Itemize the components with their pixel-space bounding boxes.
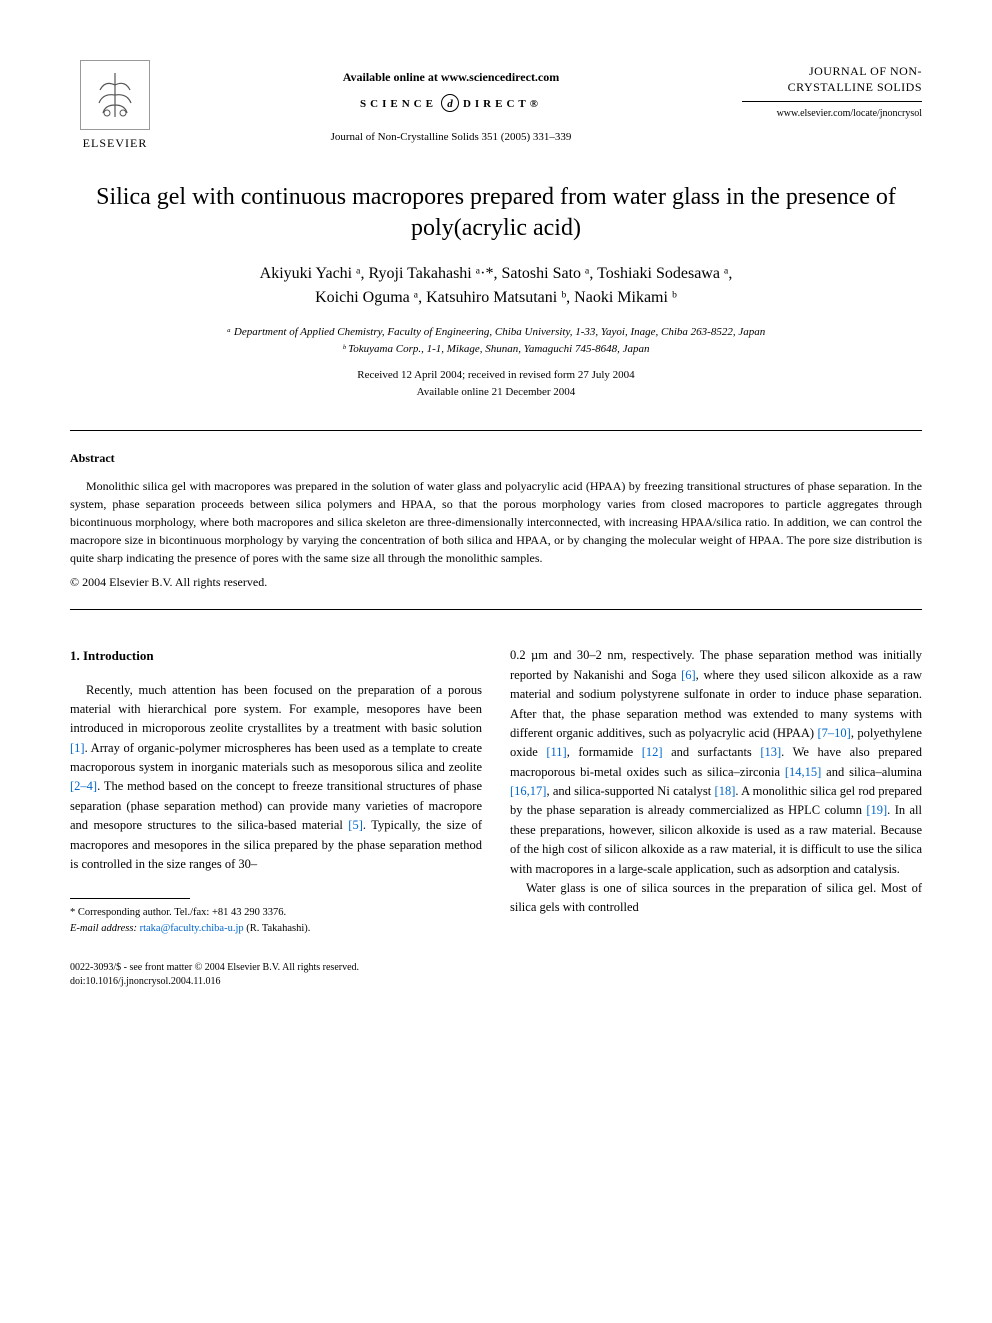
email-suffix: (R. Takahashi). [246,923,310,934]
reference-link[interactable]: [19] [866,803,887,817]
email-line: E-mail address: rtaka@faculty.chiba-u.jp… [70,921,482,937]
affiliation-a: ᵃ Department of Applied Chemistry, Facul… [227,326,765,338]
science-direct-logo: SCIENCE d DIRECT® [360,94,542,113]
article-title: Silica gel with continuous macropores pr… [70,182,922,244]
affiliation-b: ᵇ Tokuyama Corp., 1-1, Mikage, Shunan, Y… [342,343,649,355]
available-online-text: Available online at www.sciencedirect.co… [343,68,560,86]
abstract-body: Monolithic silica gel with macropores wa… [70,477,922,567]
reference-link[interactable]: [6] [681,668,696,682]
footnote-rule [70,898,190,899]
elsevier-tree-icon [80,60,150,130]
reference-link[interactable]: [16,17] [510,784,546,798]
section-heading-intro: 1. Introduction [70,646,482,666]
header-center: Available online at www.sciencedirect.co… [160,60,742,145]
publisher-label: ELSEVIER [83,134,148,152]
footer-block: 0022-3093/$ - see front matter © 2004 El… [70,961,922,989]
footnote-block: * Corresponding author. Tel./fax: +81 43… [70,905,482,937]
issn-line: 0022-3093/$ - see front matter © 2004 El… [70,961,922,975]
email-address[interactable]: rtaka@faculty.chiba-u.jp [140,923,244,934]
sd-circle-icon: d [441,94,459,112]
intro-paragraph-2: Water glass is one of silica sources in … [510,879,922,918]
sd-post: DIRECT® [463,98,542,110]
intro-paragraph-1: Recently, much attention has been focuse… [70,681,482,875]
journal-name: JOURNAL OF NON-CRYSTALLINE SOLIDS [742,64,922,102]
reference-link[interactable]: [14,15] [785,765,821,779]
email-label: E-mail address: [70,923,137,934]
abstract-top-rule [70,430,922,431]
authors-line-2: Koichi Oguma ᵃ, Katsuhiro Matsutani ᵇ, N… [315,289,677,306]
reference-link[interactable]: [12] [642,745,663,759]
sd-pre: SCIENCE [360,98,437,110]
dates-block: Received 12 April 2004; received in revi… [70,367,922,400]
body-columns: 1. Introduction Recently, much attention… [70,646,922,936]
journal-url[interactable]: www.elsevier.com/locate/jnoncrysol [742,106,922,121]
authors-block: Akiyuki Yachi ᵃ, Ryoji Takahashi ᵃ·*, Sa… [70,262,922,310]
publisher-logo-block: ELSEVIER [70,60,160,152]
reference-link[interactable]: [18] [715,784,736,798]
reference-link[interactable]: [13] [760,745,781,759]
reference-link[interactable]: [2–4] [70,779,97,793]
reference-link[interactable]: [1] [70,741,85,755]
authors-line-1: Akiyuki Yachi ᵃ, Ryoji Takahashi ᵃ·*, Sa… [260,265,733,282]
reference-link[interactable]: [5] [348,818,363,832]
journal-reference: Journal of Non-Crystalline Solids 351 (2… [331,129,572,146]
abstract-heading: Abstract [70,449,922,467]
abstract-copyright: © 2004 Elsevier B.V. All rights reserved… [70,573,922,591]
abstract-bottom-rule [70,609,922,610]
column-left: 1. Introduction Recently, much attention… [70,646,482,936]
doi-line: doi:10.1016/j.jnoncrysol.2004.11.016 [70,975,922,989]
column-right: 0.2 µm and 30–2 nm, respectively. The ph… [510,646,922,936]
received-date: Received 12 April 2004; received in revi… [357,369,634,381]
reference-link[interactable]: [11] [546,745,566,759]
reference-link[interactable]: [7–10] [818,726,851,740]
affiliations: ᵃ Department of Applied Chemistry, Facul… [70,324,922,357]
header-row: ELSEVIER Available online at www.science… [70,60,922,152]
journal-box: JOURNAL OF NON-CRYSTALLINE SOLIDS www.el… [742,60,922,121]
corresponding-author: * Corresponding author. Tel./fax: +81 43… [70,905,482,921]
available-date: Available online 21 December 2004 [417,386,576,398]
intro-paragraph-1-cont: 0.2 µm and 30–2 nm, respectively. The ph… [510,646,922,879]
abstract-text: Monolithic silica gel with macropores wa… [70,479,922,565]
